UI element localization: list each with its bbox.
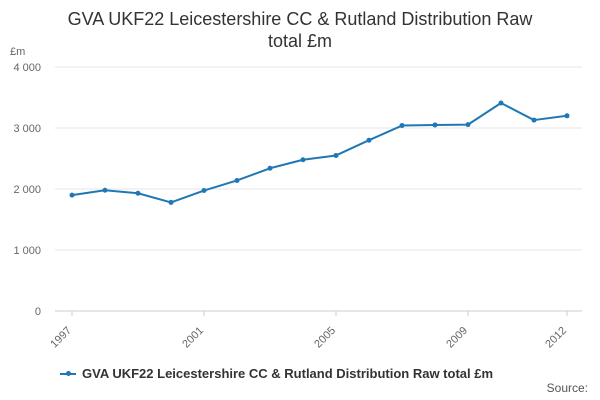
x-tick-label: 2001 bbox=[180, 325, 206, 351]
data-point bbox=[333, 152, 339, 158]
legend-label: GVA UKF22 Leicestershire CC & Rutland Di… bbox=[82, 366, 494, 381]
data-point bbox=[201, 188, 207, 194]
data-point bbox=[168, 199, 174, 205]
data-point bbox=[531, 117, 537, 123]
x-axis: 1997 2001 2005 2009 2012 bbox=[48, 311, 569, 350]
gridlines bbox=[55, 66, 582, 312]
data-point bbox=[432, 122, 438, 128]
y-axis: 0 1 000 2 000 3 000 4 000 £m bbox=[10, 46, 41, 318]
data-point bbox=[564, 113, 570, 119]
chart-title-line-2: total £m bbox=[267, 31, 333, 51]
source-label: Source: bbox=[546, 381, 588, 395]
y-tick-label: 1 000 bbox=[13, 245, 41, 257]
y-axis-label: £m bbox=[10, 46, 25, 58]
legend-swatch bbox=[60, 370, 76, 376]
x-tick-label: 2009 bbox=[444, 325, 470, 351]
legend[interactable]: GVA UKF22 Leicestershire CC & Rutland Di… bbox=[60, 366, 493, 381]
legend-marker bbox=[66, 370, 71, 376]
x-tick-label: 1997 bbox=[48, 325, 74, 351]
data-point bbox=[366, 137, 372, 143]
y-tick-label: 4 000 bbox=[13, 62, 41, 74]
chart-title: GVA UKF22 Leicestershire CC & Rutland Di… bbox=[0, 8, 600, 52]
x-tick-label: 2012 bbox=[543, 325, 569, 351]
data-point bbox=[267, 165, 273, 171]
data-point bbox=[234, 177, 240, 183]
data-point bbox=[69, 192, 75, 198]
y-tick-label: 3 000 bbox=[13, 123, 41, 135]
data-point bbox=[102, 187, 108, 193]
y-tick-label: 2 000 bbox=[13, 184, 41, 196]
data-point bbox=[498, 100, 504, 106]
y-tick-label: 0 bbox=[35, 306, 41, 318]
data-point bbox=[399, 123, 405, 129]
data-point bbox=[465, 122, 471, 128]
series-line bbox=[71, 101, 568, 204]
chart-title-line-1: GVA UKF22 Leicestershire CC & Rutland Di… bbox=[67, 9, 533, 29]
data-point bbox=[135, 190, 141, 196]
series-layer bbox=[69, 100, 570, 205]
x-tick-label: 2005 bbox=[312, 325, 338, 351]
data-point bbox=[300, 157, 306, 163]
